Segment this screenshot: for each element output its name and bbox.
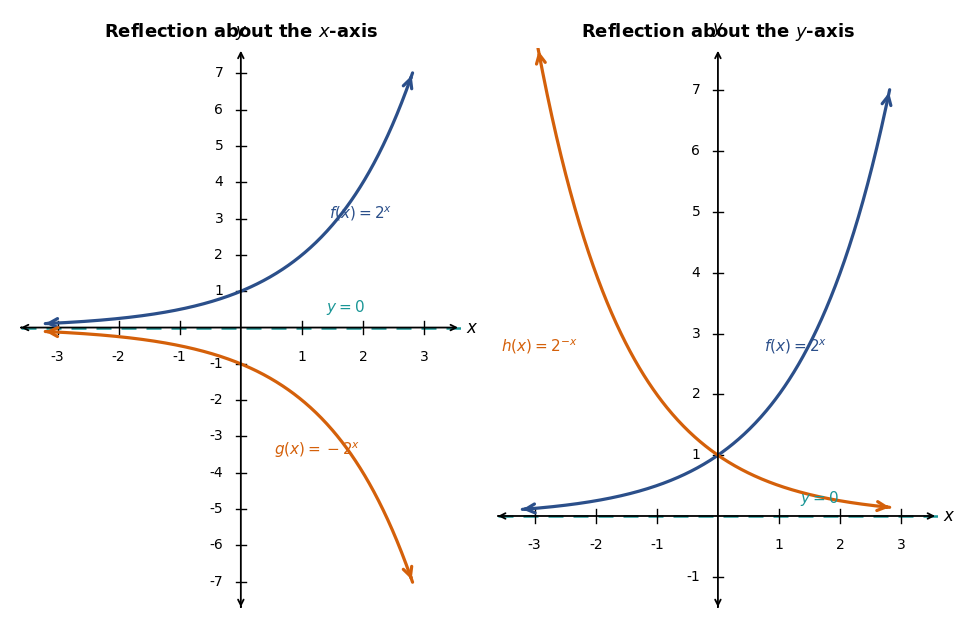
Text: 1: 1 bbox=[297, 350, 306, 364]
Text: 1: 1 bbox=[214, 284, 223, 298]
Text: $h(x) = 2^{-x}$: $h(x) = 2^{-x}$ bbox=[501, 338, 577, 356]
Text: -3: -3 bbox=[527, 538, 541, 553]
Text: 1: 1 bbox=[691, 448, 700, 462]
Text: 3: 3 bbox=[897, 538, 906, 553]
Title: Reflection about the $\it{x}$-axis: Reflection about the $\it{x}$-axis bbox=[104, 23, 377, 41]
Text: 2: 2 bbox=[691, 387, 700, 401]
Text: 2: 2 bbox=[359, 350, 368, 364]
Text: -2: -2 bbox=[210, 393, 223, 407]
Text: $f(x) = 2^x$: $f(x) = 2^x$ bbox=[763, 338, 827, 356]
Text: 4: 4 bbox=[691, 266, 700, 280]
Text: 1: 1 bbox=[774, 538, 784, 553]
Text: 3: 3 bbox=[214, 212, 223, 225]
Text: $y = 0$: $y = 0$ bbox=[327, 298, 366, 317]
Text: -3: -3 bbox=[210, 430, 223, 443]
Text: -2: -2 bbox=[589, 538, 603, 553]
Text: 7: 7 bbox=[214, 67, 223, 80]
Text: $y$: $y$ bbox=[235, 24, 247, 43]
Text: -1: -1 bbox=[686, 570, 700, 584]
Text: -1: -1 bbox=[210, 357, 223, 371]
Text: -5: -5 bbox=[210, 502, 223, 516]
Text: $y = 0$: $y = 0$ bbox=[800, 489, 839, 507]
Text: $g(x) = -2^x$: $g(x) = -2^x$ bbox=[274, 440, 361, 460]
Text: 7: 7 bbox=[691, 84, 700, 97]
Text: $x$: $x$ bbox=[466, 318, 478, 337]
Text: -1: -1 bbox=[650, 538, 664, 553]
Text: $y$: $y$ bbox=[712, 21, 724, 39]
Text: -3: -3 bbox=[51, 350, 64, 364]
Text: 4: 4 bbox=[214, 175, 223, 189]
Text: $f(x) = 2^x$: $f(x) = 2^x$ bbox=[330, 205, 393, 223]
Text: 3: 3 bbox=[420, 350, 429, 364]
Text: 2: 2 bbox=[214, 248, 223, 262]
Text: -4: -4 bbox=[210, 466, 223, 480]
Text: -2: -2 bbox=[112, 350, 126, 364]
Text: -1: -1 bbox=[173, 350, 186, 364]
Text: 6: 6 bbox=[691, 144, 700, 158]
Text: 2: 2 bbox=[836, 538, 844, 553]
Text: -6: -6 bbox=[210, 538, 223, 553]
Text: -7: -7 bbox=[210, 575, 223, 588]
Text: 6: 6 bbox=[214, 102, 223, 117]
Title: Reflection about the $\it{y}$-axis: Reflection about the $\it{y}$-axis bbox=[581, 21, 855, 43]
Text: 3: 3 bbox=[691, 327, 700, 340]
Text: 5: 5 bbox=[691, 205, 700, 219]
Text: 5: 5 bbox=[214, 139, 223, 153]
Text: $x$: $x$ bbox=[943, 507, 956, 525]
